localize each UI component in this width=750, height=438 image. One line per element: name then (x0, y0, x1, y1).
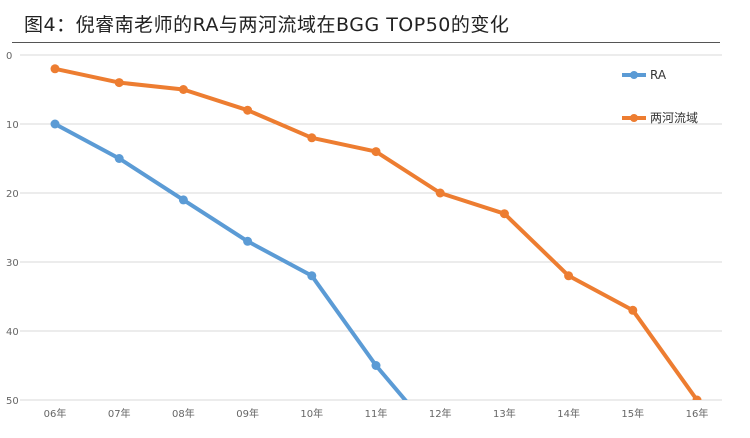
legend-label: RA (650, 68, 667, 82)
title-divider (12, 42, 720, 43)
x-tick-label: 06年 (44, 407, 67, 420)
data-point (628, 305, 638, 315)
x-tick-label: 16年 (686, 407, 709, 420)
data-point (114, 78, 124, 88)
x-tick-label: 13年 (493, 407, 516, 420)
y-tick-label: 30 (6, 258, 19, 269)
legend-marker (630, 114, 638, 122)
data-point (564, 271, 574, 281)
data-point (243, 105, 253, 115)
x-tick-label: 10年 (300, 407, 323, 420)
series-line (54, 122, 408, 400)
chart-title: 图4：倪睿南老师的RA与两河流域在BGG TOP50的变化 (24, 14, 510, 36)
y-tick-label: 10 (6, 120, 19, 131)
data-point (499, 209, 509, 219)
series-line (54, 66, 699, 400)
data-point (114, 154, 124, 163)
x-tick-label: 08年 (172, 407, 195, 420)
data-point (50, 64, 60, 74)
legend-label: 两河流域 (650, 111, 698, 125)
series-1 (50, 64, 702, 400)
data-point (178, 195, 188, 205)
data-point (243, 236, 253, 246)
y-tick-label: 40 (6, 327, 19, 338)
series-0 (50, 119, 408, 400)
y-tick-label: 50 (6, 396, 19, 407)
data-point (371, 361, 381, 370)
data-point (692, 395, 702, 400)
data-point (178, 85, 188, 94)
x-tick-label: 09年 (236, 407, 259, 420)
y-tick-label: 0 (6, 51, 12, 62)
x-tick-label: 07年 (108, 407, 131, 420)
data-point (435, 188, 445, 198)
legend-marker (630, 71, 638, 79)
y-tick-label: 20 (6, 189, 19, 200)
x-tick-label: 14年 (557, 407, 580, 420)
x-tick-label: 12年 (429, 407, 452, 420)
data-point (371, 147, 381, 157)
x-tick-label: 11年 (365, 407, 388, 420)
data-point (307, 133, 317, 143)
data-point (50, 119, 60, 129)
data-point (307, 271, 317, 281)
x-tick-label: 15年 (621, 407, 644, 420)
